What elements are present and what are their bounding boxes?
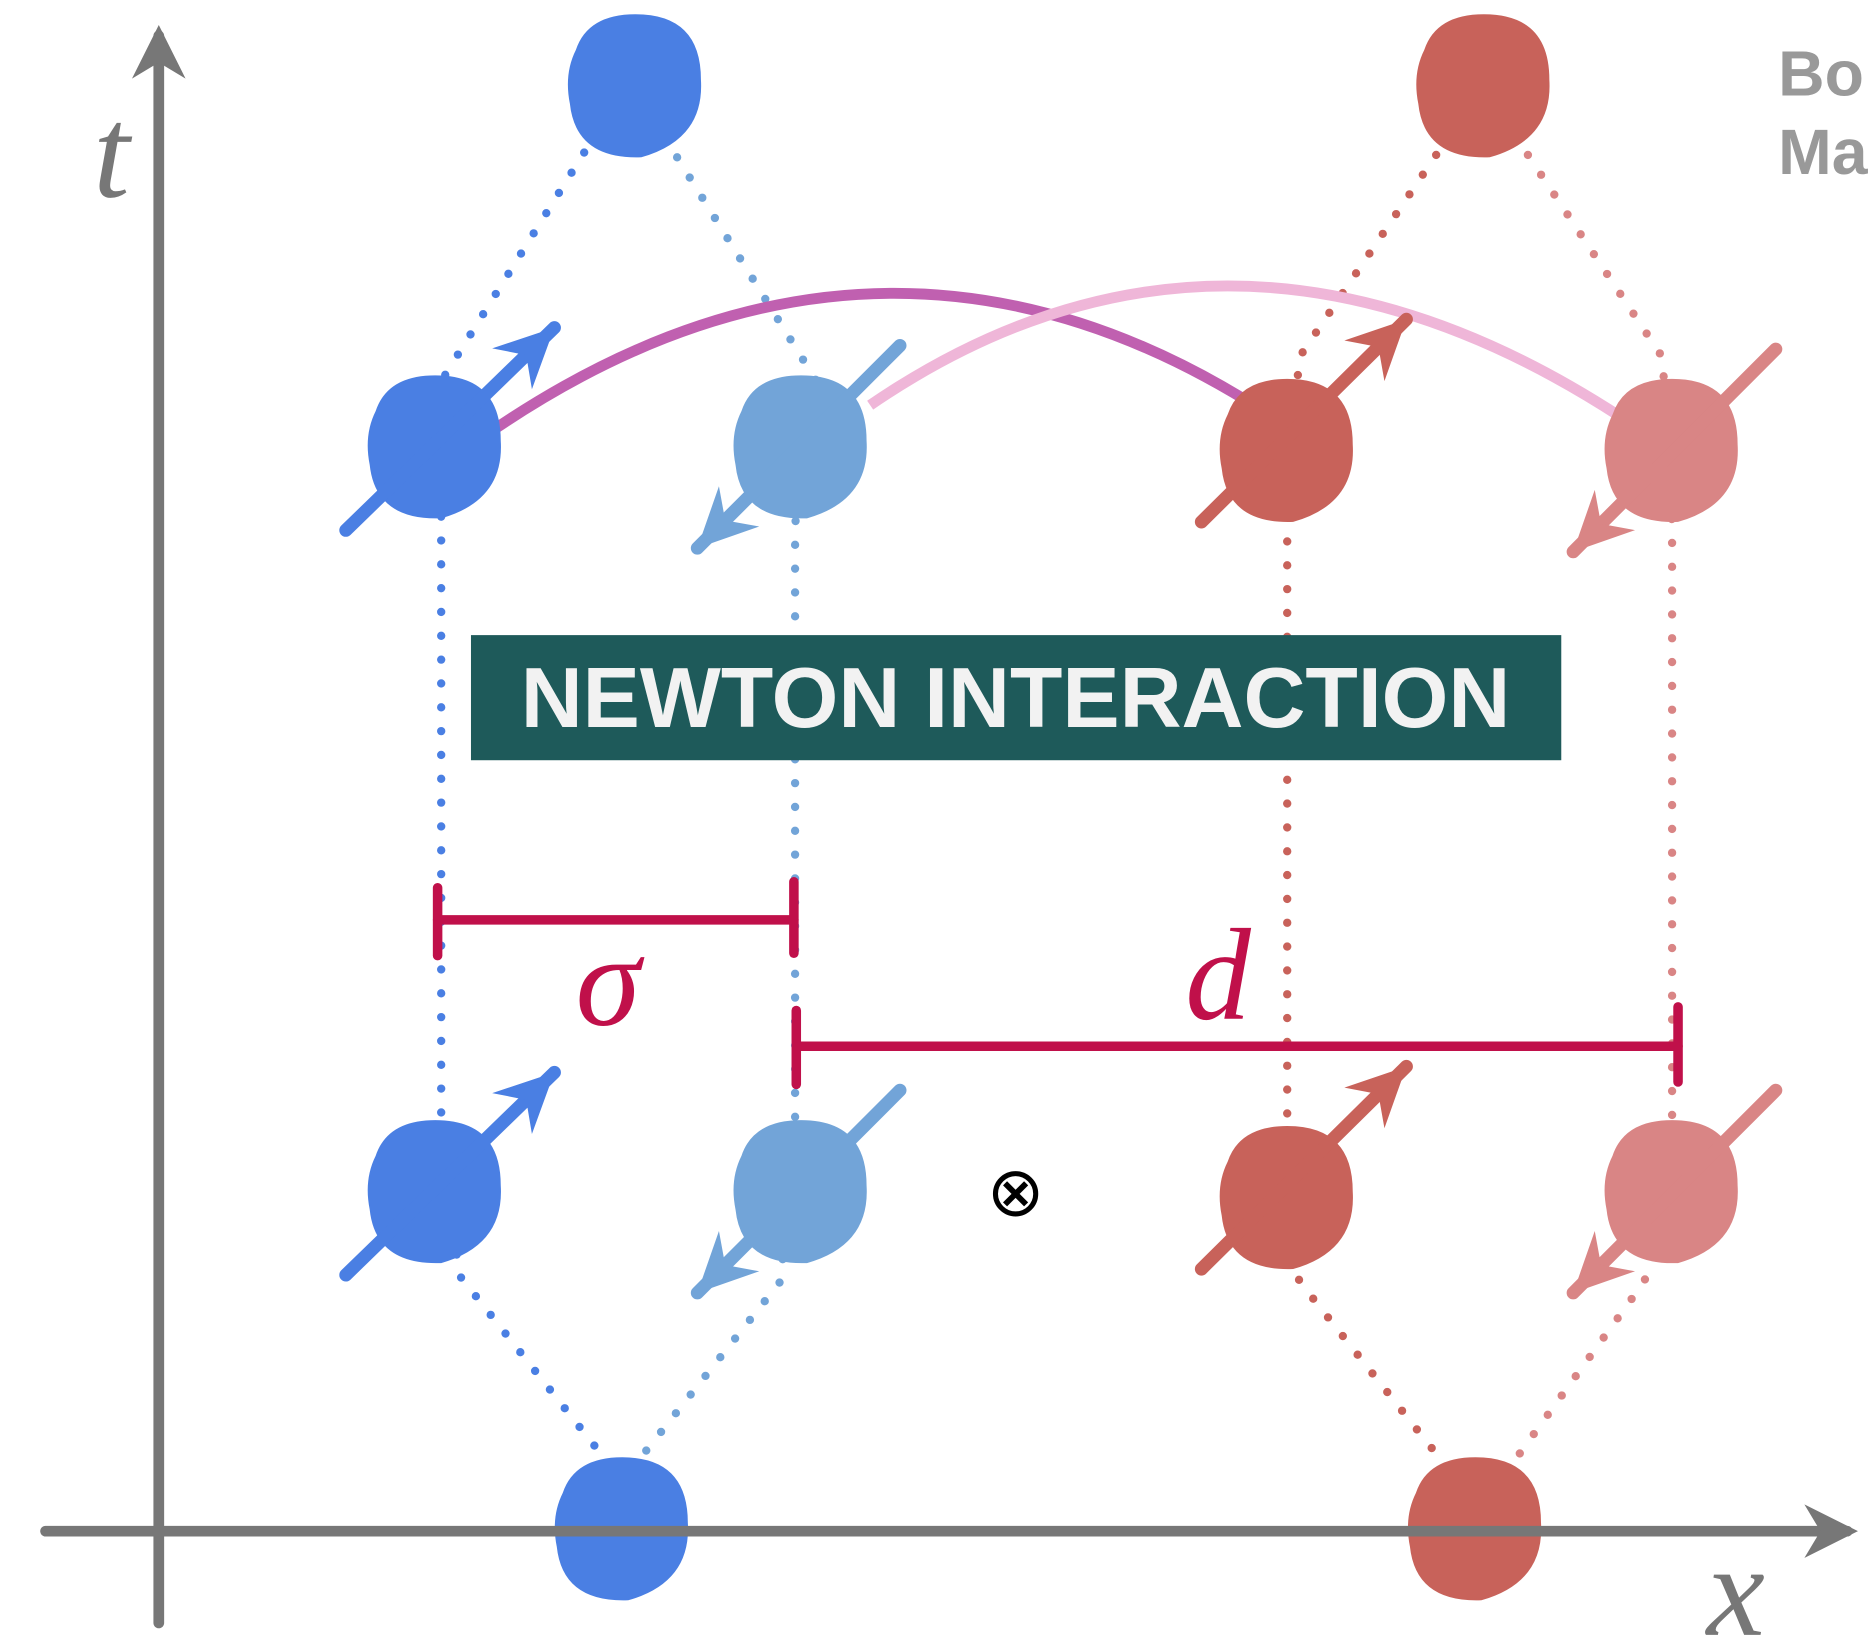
shapes: [346, 14, 1776, 1600]
t-axis-label: t: [93, 81, 133, 226]
particle: [1416, 14, 1549, 157]
corner-text: Bo: [1778, 37, 1864, 109]
x-axis-label: x: [1705, 1519, 1765, 1642]
banner-text: NEWTON INTERACTION: [521, 650, 1511, 746]
diagram: t x Bo Ma NEWTON INTERACTION σ d ⊗: [0, 0, 1869, 1642]
d-label: d: [1185, 903, 1251, 1048]
tensor-symbol: ⊗: [987, 1152, 1045, 1232]
sigma-label: σ: [576, 909, 645, 1054]
particle: [568, 14, 701, 157]
corner-text: Ma: [1778, 116, 1869, 188]
